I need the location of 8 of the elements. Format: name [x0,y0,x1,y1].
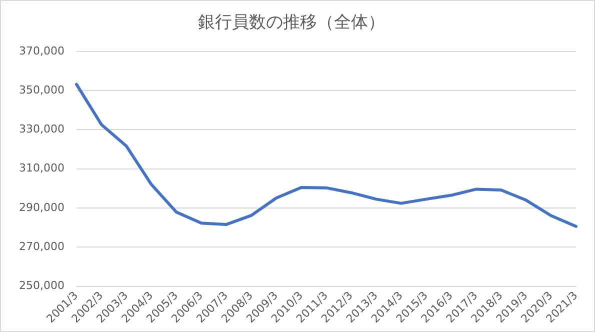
y-tick-label: 370,000 [18,44,64,58]
chart-title: 銀行員数の推移（全体） [198,12,385,33]
y-tick-label: 250,000 [18,279,64,292]
y-tick-label: 270,000 [18,240,64,254]
y-tick-label: 330,000 [18,122,64,136]
y-tick-label: 290,000 [18,200,64,214]
y-tick-label: 310,000 [18,162,64,175]
y-tick-label: 350,000 [18,83,64,96]
